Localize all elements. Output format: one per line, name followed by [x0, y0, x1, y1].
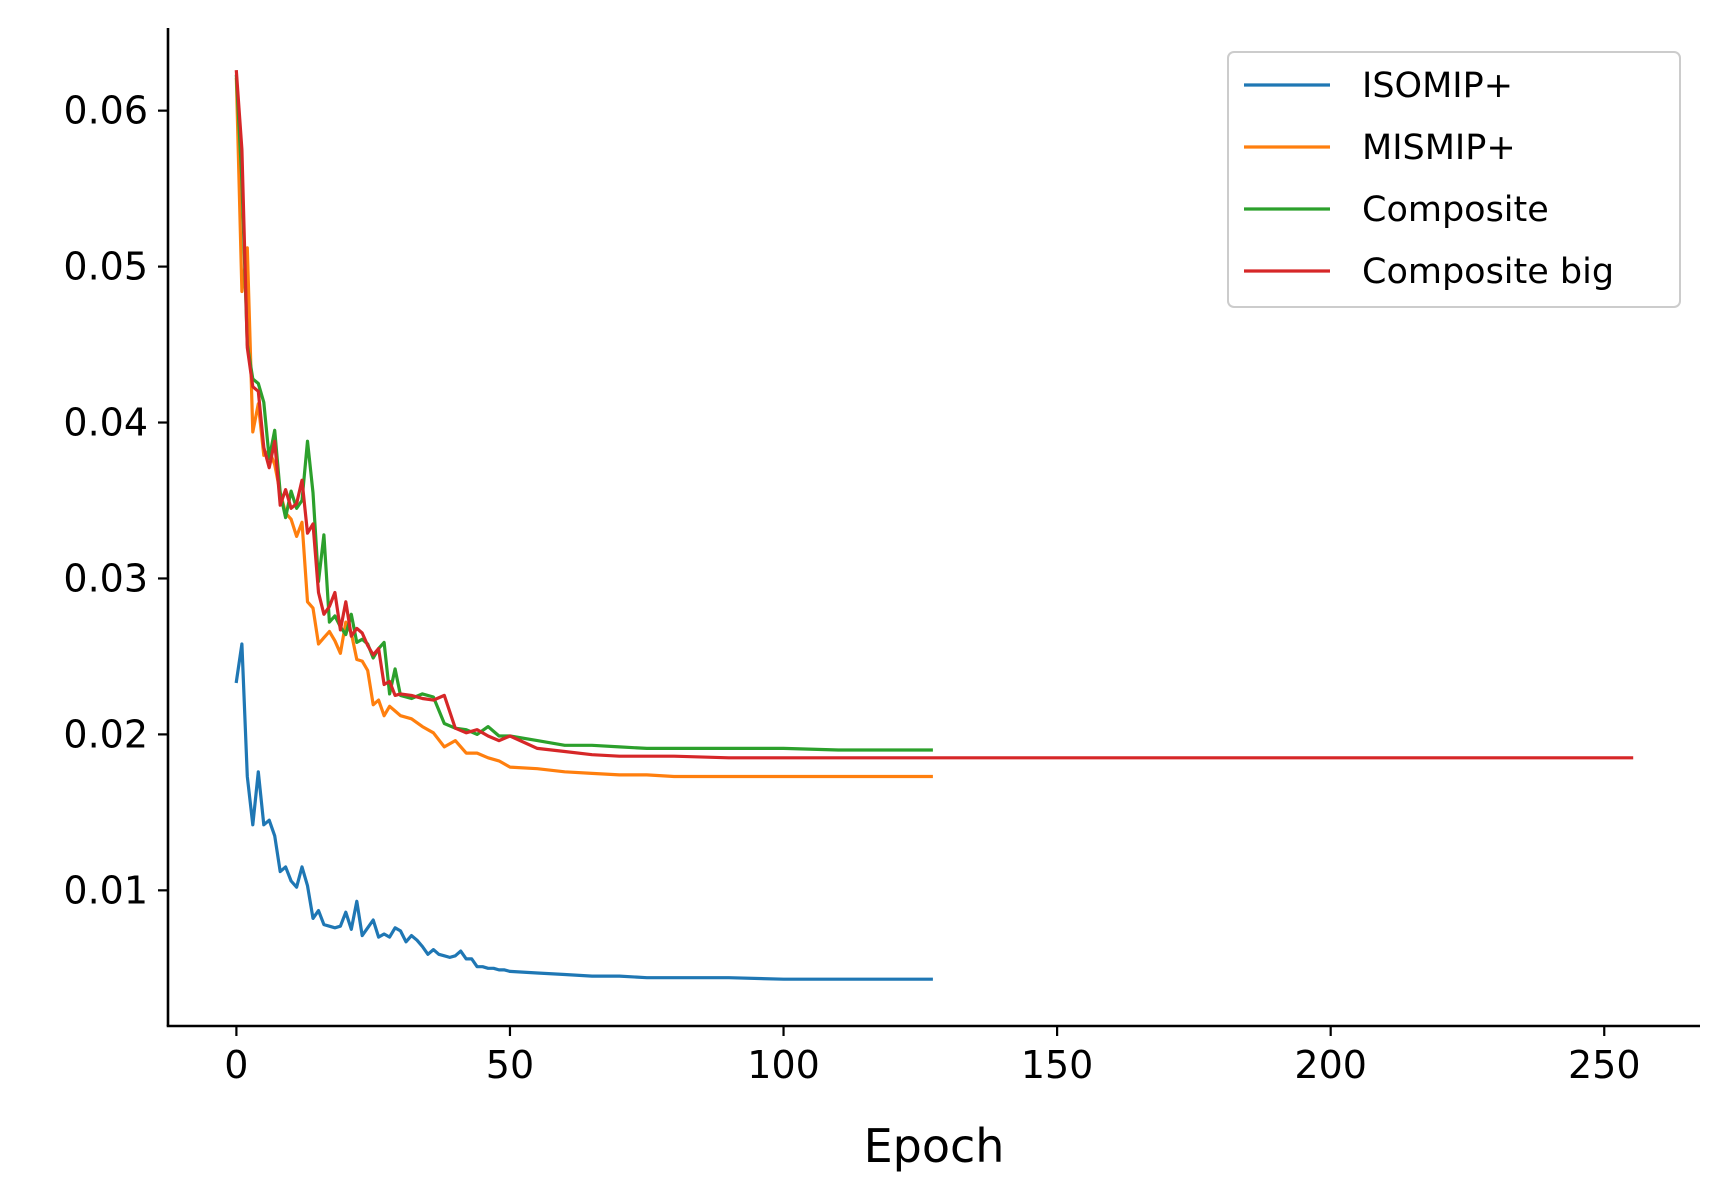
x-tick-label: 200 — [1294, 1043, 1367, 1087]
x-tick-label: 150 — [1021, 1043, 1094, 1087]
y-tick-label: 0.04 — [63, 401, 148, 445]
series-line-0 — [234, 642, 933, 981]
legend-entries: ISOMIP+ MISMIP+ Composite Composite big — [1244, 66, 1614, 292]
y-tick-label: 0.02 — [63, 712, 148, 756]
y-ticks: 0.01 0.02 0.03 0.04 0.05 0.06 — [63, 89, 168, 912]
axes-layer — [166, 28, 1700, 1028]
series-line-1 — [234, 77, 933, 779]
series-line-3 — [234, 69, 1634, 760]
legend-frame — [1227, 51, 1681, 308]
legend-label-1: MISMIP+ — [1362, 128, 1516, 168]
x-tick-label: 100 — [747, 1043, 820, 1087]
legend: ISOMIP+ MISMIP+ Composite Composite big — [1227, 51, 1681, 308]
legend-label-3: Composite big — [1362, 252, 1614, 292]
series-layer — [234, 69, 1634, 981]
y-tick-label: 0.03 — [63, 556, 148, 600]
x-ticks: 0 50 100 150 200 250 — [224, 1026, 1641, 1087]
y-tick-label: 0.05 — [63, 245, 148, 289]
legend-label-0: ISOMIP+ — [1362, 66, 1513, 106]
y-tick-label: 0.06 — [63, 89, 148, 133]
legend-label-2: Composite — [1362, 190, 1549, 230]
y-tick-label: 0.01 — [63, 868, 148, 912]
x-axis-title: Epoch — [864, 1119, 1005, 1173]
x-tick-label: 250 — [1568, 1043, 1641, 1087]
x-tick-label: 50 — [486, 1043, 534, 1087]
x-tick-label: 0 — [224, 1043, 248, 1087]
